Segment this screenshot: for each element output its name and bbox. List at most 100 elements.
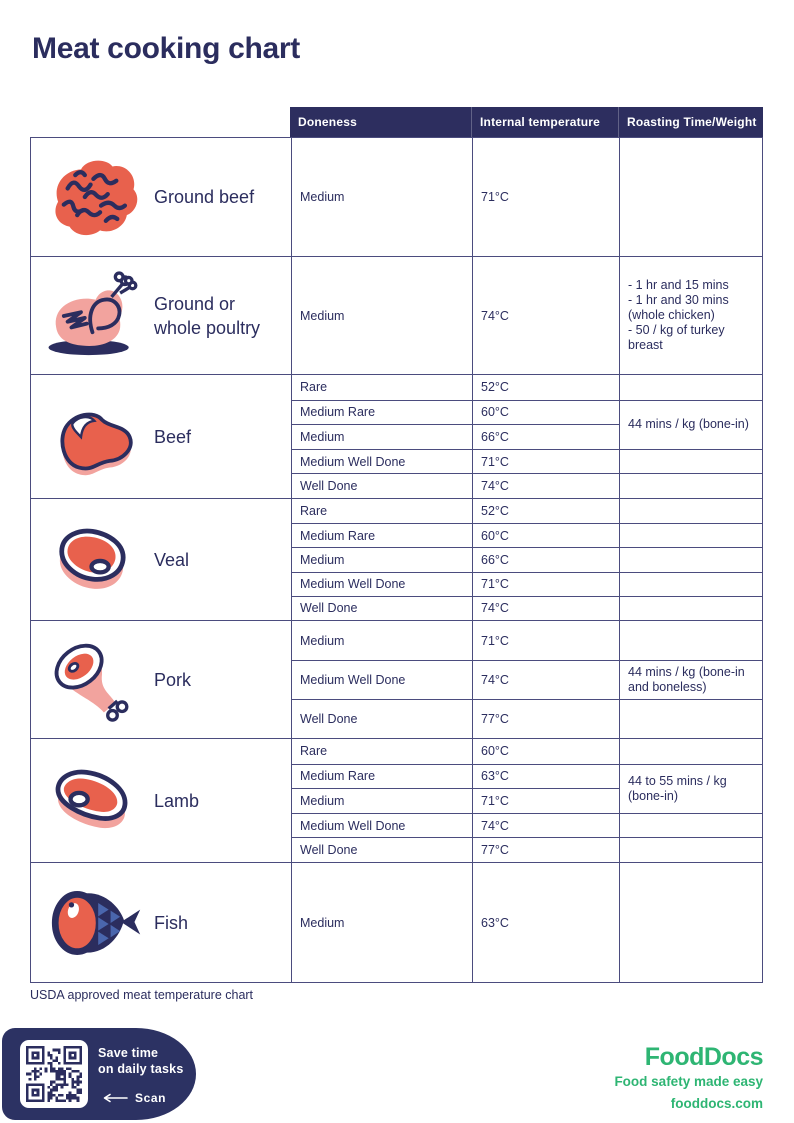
doneness-cell: Medium: [291, 138, 472, 256]
page-title: Meat cooking chart: [32, 32, 300, 65]
roasting-cell: - 1 hr and 15 mins - 1 hr and 30 mins (w…: [619, 257, 762, 374]
temperature-cell: 74°C: [472, 660, 619, 699]
lamb-icon: [39, 753, 144, 849]
roasting-cell: [619, 863, 762, 982]
doneness-cell: Medium Well Done: [291, 571, 472, 596]
roasting-cell: [619, 571, 762, 596]
scan-label: Scan: [135, 1091, 167, 1105]
roasting-cell: [619, 547, 762, 572]
temperature-cell: 60°C: [472, 739, 619, 764]
doneness-cell: Rare: [291, 499, 472, 524]
roasting-cell: [619, 837, 762, 862]
doneness-cell: Medium: [291, 788, 472, 813]
veal-icon: [39, 512, 144, 608]
temperature-cell: 77°C: [472, 837, 619, 862]
meat-cell: Lamb: [31, 739, 291, 862]
doneness-cell: Medium Rare: [291, 523, 472, 548]
temperature-cell: 74°C: [472, 812, 619, 838]
roasting-cell: 44 mins / kg (bone-in and boneless): [619, 660, 762, 699]
doneness-cell: Medium: [291, 547, 472, 572]
meat-name: Lamb: [154, 790, 200, 811]
temperature-cell: 71°C: [472, 788, 619, 813]
meat-name: Pork: [154, 669, 192, 690]
header-roasting-time-weight: Roasting Time/Weight: [618, 107, 763, 137]
temperature-cell: 60°C: [472, 399, 619, 425]
qr-badge-text: Save time on daily tasks Scan: [98, 1045, 183, 1105]
brand-block: FoodDocs Food safety made easy fooddocs.…: [614, 1044, 763, 1111]
temperature-cell: 63°C: [472, 863, 619, 982]
roasting-cell: [619, 448, 762, 474]
table-header: Doneness Internal temperature Roasting T…: [290, 107, 763, 137]
doneness-cell: Well Done: [291, 837, 472, 862]
roasting-cell: [619, 523, 762, 548]
doneness-cell: Medium: [291, 257, 472, 374]
header-doneness: Doneness: [298, 115, 357, 129]
doneness-cell: Rare: [291, 375, 472, 400]
temperature-cell: 52°C: [472, 375, 619, 400]
row-group-beef: Beef Rare 52°C Medium Rare 60°C Medium 6…: [31, 374, 762, 498]
temperature-cell: 66°C: [472, 424, 619, 449]
row-group-lamb: Lamb Rare 60°C Medium Rare 63°C Medium 7…: [31, 738, 762, 862]
left-arrow-icon: [103, 1093, 128, 1103]
doneness-cell: Rare: [291, 739, 472, 764]
save-time-line1: Save time: [98, 1046, 159, 1060]
roasting-cell: [619, 138, 762, 256]
temperature-cell: 74°C: [472, 473, 619, 498]
save-time-line2: on daily tasks: [98, 1062, 184, 1076]
temperature-cell: 71°C: [472, 621, 619, 660]
temperature-cell: 63°C: [472, 763, 619, 789]
meat-name: Ground or whole poultry: [154, 293, 261, 338]
roasting-cell: [619, 621, 762, 660]
doneness-cell: Medium Well Done: [291, 660, 472, 699]
temperature-cell: 71°C: [472, 571, 619, 596]
poultry-icon: [39, 268, 144, 364]
row-group-poultry: Ground or whole poultry Medium 74°C - 1 …: [31, 256, 762, 374]
roasting-cell: [619, 473, 762, 498]
meat-cell: Veal: [31, 499, 291, 620]
temperature-cell: 74°C: [472, 595, 619, 620]
meat-name: Fish: [154, 912, 189, 933]
meat-name: Ground beef: [154, 187, 255, 207]
temperature-cell: 71°C: [472, 448, 619, 474]
doneness-cell: Medium Rare: [291, 763, 472, 789]
row-group-ground-beef: Ground beef Medium 71°C: [31, 138, 762, 256]
doneness-cell: Well Done: [291, 473, 472, 498]
header-internal-temperature: Internal temperature: [471, 107, 618, 137]
roasting-cell: 44 to 55 mins / kg (bone-in): [619, 763, 762, 813]
meat-cell: Ground beef: [31, 138, 291, 256]
roasting-cell: 44 mins / kg (bone-in): [619, 399, 762, 449]
meat-cell: Fish: [31, 863, 291, 982]
roasting-cell: [619, 739, 762, 764]
meat-cell: Ground or whole poultry: [31, 257, 291, 374]
temperature-cell: 77°C: [472, 699, 619, 738]
doneness-cell: Medium Well Done: [291, 448, 472, 474]
temperature-cell: 60°C: [472, 523, 619, 548]
row-group-fish: Fish Medium 63°C: [31, 862, 762, 982]
roasting-cell: [619, 812, 762, 838]
doneness-cell: Medium: [291, 621, 472, 660]
fooddocs-logo: FoodDocs: [644, 1043, 764, 1071]
roasting-cell: [619, 595, 762, 620]
roasting-cell: [619, 375, 762, 400]
temperature-cell: 52°C: [472, 499, 619, 524]
brand-website: fooddocs.com: [670, 1096, 763, 1111]
pork-icon: [39, 632, 144, 728]
row-group-veal: Veal Rare 52°C Medium Rare 60°C Medium 6…: [31, 498, 762, 620]
temperature-cell: 66°C: [472, 547, 619, 572]
meat-cell: Pork: [31, 621, 291, 738]
ground-beef-icon: [39, 149, 144, 245]
roasting-cell: [619, 699, 762, 738]
doneness-cell: Medium Rare: [291, 399, 472, 425]
doneness-cell: Medium Well Done: [291, 812, 472, 838]
qr-badge: Save time on daily tasks Scan: [2, 1028, 196, 1120]
fish-icon: [39, 875, 144, 971]
temperature-cell: 71°C: [472, 138, 619, 256]
beef-icon: [39, 389, 144, 485]
roasting-cell: [619, 499, 762, 524]
row-group-pork: Pork Medium 71°C Medium Well Done 74°C W…: [31, 620, 762, 738]
qr-code: [20, 1040, 88, 1108]
doneness-cell: Well Done: [291, 595, 472, 620]
doneness-cell: Medium: [291, 863, 472, 982]
doneness-cell: Well Done: [291, 699, 472, 738]
